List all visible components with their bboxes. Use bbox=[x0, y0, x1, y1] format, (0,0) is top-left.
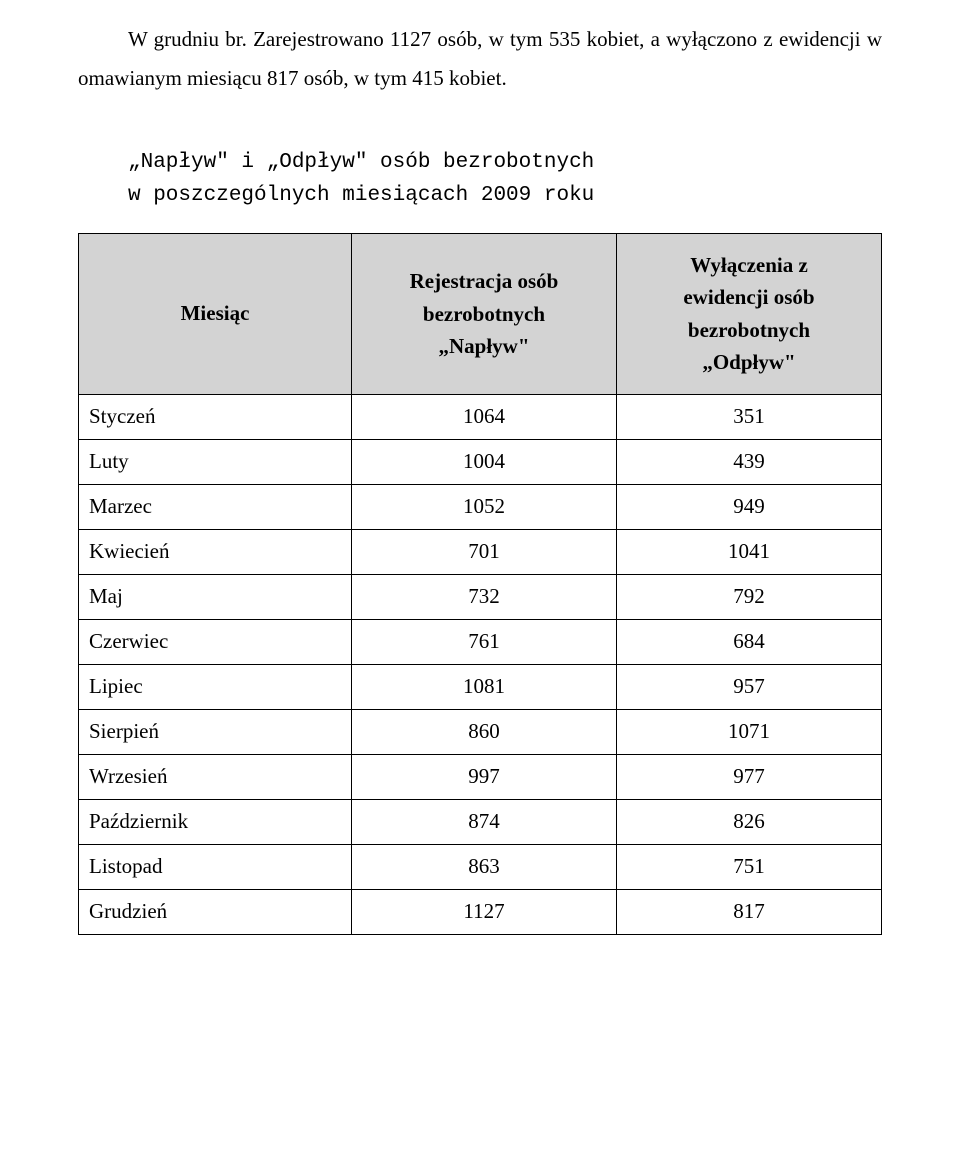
registration-cell: 1004 bbox=[352, 439, 617, 484]
table-row: Kwiecień7011041 bbox=[79, 529, 882, 574]
registration-cell: 1127 bbox=[352, 889, 617, 934]
exclusion-cell: 792 bbox=[616, 574, 881, 619]
table-header-row: Miesiąc Rejestracja osób bezrobotnych „N… bbox=[79, 233, 882, 394]
table-head: Miesiąc Rejestracja osób bezrobotnych „N… bbox=[79, 233, 882, 394]
month-cell: Luty bbox=[79, 439, 352, 484]
exclusion-cell: 957 bbox=[616, 664, 881, 709]
table-row: Listopad863751 bbox=[79, 844, 882, 889]
excl-header-l3: bezrobotnych bbox=[688, 318, 810, 342]
table-body: Styczeń1064351Luty1004439Marzec1052949Kw… bbox=[79, 394, 882, 934]
subtitle: „Napływ" i „Odpływ" osób bezrobotnych w … bbox=[78, 146, 882, 213]
month-cell: Listopad bbox=[79, 844, 352, 889]
data-table: Miesiąc Rejestracja osób bezrobotnych „N… bbox=[78, 233, 882, 935]
registration-cell: 701 bbox=[352, 529, 617, 574]
month-cell: Marzec bbox=[79, 484, 352, 529]
table-row: Styczeń1064351 bbox=[79, 394, 882, 439]
table-row: Maj732792 bbox=[79, 574, 882, 619]
exclusion-cell: 1071 bbox=[616, 709, 881, 754]
excl-header-l1: Wyłączenia z bbox=[690, 253, 808, 277]
reg-header-l1: Rejestracja osób bbox=[410, 269, 559, 293]
registration-cell: 863 bbox=[352, 844, 617, 889]
exclusion-cell: 826 bbox=[616, 799, 881, 844]
subtitle-line-2: w poszczególnych miesiącach 2009 roku bbox=[128, 184, 594, 207]
reg-header-l3: „Napływ" bbox=[438, 334, 529, 358]
table-row: Wrzesień997977 bbox=[79, 754, 882, 799]
month-cell: Styczeń bbox=[79, 394, 352, 439]
subtitle-line-1: „Napływ" i „Odpływ" osób bezrobotnych bbox=[128, 151, 594, 174]
table-row: Marzec1052949 bbox=[79, 484, 882, 529]
registration-cell: 860 bbox=[352, 709, 617, 754]
page: W grudniu br. Zarejestrowano 1127 osób, … bbox=[0, 0, 960, 1158]
table-row: Sierpień8601071 bbox=[79, 709, 882, 754]
month-cell: Grudzień bbox=[79, 889, 352, 934]
exclusion-cell: 351 bbox=[616, 394, 881, 439]
registration-cell: 732 bbox=[352, 574, 617, 619]
col-header-registration: Rejestracja osób bezrobotnych „Napływ" bbox=[352, 233, 617, 394]
table-row: Październik874826 bbox=[79, 799, 882, 844]
excl-header-l2: ewidencji osób bbox=[683, 285, 814, 309]
month-cell: Październik bbox=[79, 799, 352, 844]
table-row: Grudzień1127817 bbox=[79, 889, 882, 934]
registration-cell: 1052 bbox=[352, 484, 617, 529]
table-row: Czerwiec761684 bbox=[79, 619, 882, 664]
excl-header-l4: „Odpływ" bbox=[702, 350, 795, 374]
exclusion-cell: 684 bbox=[616, 619, 881, 664]
registration-cell: 1081 bbox=[352, 664, 617, 709]
registration-cell: 874 bbox=[352, 799, 617, 844]
exclusion-cell: 751 bbox=[616, 844, 881, 889]
exclusion-cell: 817 bbox=[616, 889, 881, 934]
month-cell: Maj bbox=[79, 574, 352, 619]
col-header-month: Miesiąc bbox=[79, 233, 352, 394]
intro-paragraph: W grudniu br. Zarejestrowano 1127 osób, … bbox=[78, 20, 882, 98]
month-cell: Czerwiec bbox=[79, 619, 352, 664]
month-cell: Kwiecień bbox=[79, 529, 352, 574]
reg-header-l2: bezrobotnych bbox=[423, 302, 545, 326]
table-row: Luty1004439 bbox=[79, 439, 882, 484]
month-cell: Wrzesień bbox=[79, 754, 352, 799]
month-cell: Sierpień bbox=[79, 709, 352, 754]
exclusion-cell: 1041 bbox=[616, 529, 881, 574]
col-header-exclusion: Wyłączenia z ewidencji osób bezrobotnych… bbox=[616, 233, 881, 394]
exclusion-cell: 977 bbox=[616, 754, 881, 799]
registration-cell: 997 bbox=[352, 754, 617, 799]
registration-cell: 761 bbox=[352, 619, 617, 664]
month-cell: Lipiec bbox=[79, 664, 352, 709]
exclusion-cell: 949 bbox=[616, 484, 881, 529]
table-row: Lipiec1081957 bbox=[79, 664, 882, 709]
exclusion-cell: 439 bbox=[616, 439, 881, 484]
registration-cell: 1064 bbox=[352, 394, 617, 439]
